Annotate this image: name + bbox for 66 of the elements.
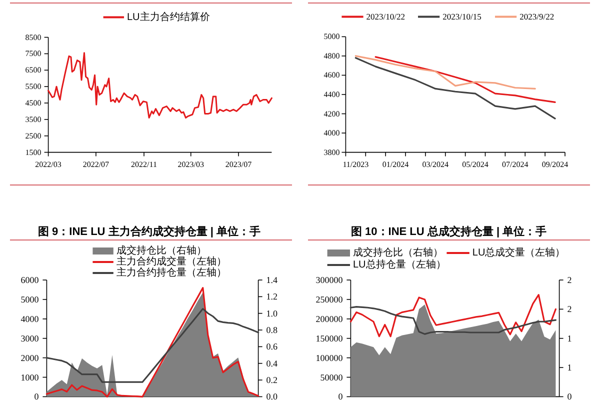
y-tick-label: 3000 — [20, 333, 40, 344]
legend-label: 2023/10/22 — [366, 12, 406, 22]
legend-label: LU总持仓量（左轴） — [353, 258, 446, 270]
x-tick-label: 2022/03 — [35, 160, 62, 169]
legend-label: LU总成交量（左轴） — [472, 246, 566, 258]
y-tick-label: 50000 — [320, 372, 344, 382]
chart-title: 图 9：INE LU 主力合约成交持仓量 | 单位：手 — [38, 225, 260, 238]
x-tick-label: 09/2024 — [542, 160, 568, 169]
y-tick-label: 5500 — [25, 82, 42, 92]
y-tick-label: 4600 — [324, 70, 340, 80]
y-tick-label: 0 — [338, 392, 344, 400]
x-tick-label: 2022/11 — [131, 160, 157, 169]
legend-label: 主力合约持仓量（左轴） — [116, 266, 226, 278]
y-tick-label: 3500 — [25, 114, 42, 124]
y-tick-label: 2500 — [25, 131, 42, 140]
y-tick-label: 150000 — [316, 333, 344, 344]
legend-label: 成交持仓比（右轴） — [353, 246, 443, 258]
legend: LU主力合约结算价 — [103, 12, 210, 23]
y-tick-label: 250000 — [316, 294, 344, 304]
y-tick-label: 3800 — [324, 148, 340, 157]
y2-tick-label: 0.2 — [266, 375, 278, 386]
y-tick-label: 300000 — [316, 275, 344, 285]
legend-label: 2023/10/15 — [442, 12, 482, 22]
y-tick-label: 4000 — [324, 128, 340, 138]
y2-tick-label: 1 — [567, 333, 572, 344]
y2-tick-label: 1.2 — [266, 292, 278, 302]
y2-tick-label: 0.6 — [266, 342, 278, 352]
x-tick-label: 05/2024 — [462, 160, 488, 169]
x-tick-label: 2023/03 — [178, 160, 204, 169]
y-tick-label: 5000 — [324, 32, 340, 42]
y-tick-label: 2000 — [20, 352, 40, 363]
chart-title: 图 10：INE LU 总成交持仓量 | 单位：手 — [351, 225, 547, 238]
y-tick-label: 4000 — [20, 314, 40, 324]
legend-label: 2023/9/22 — [520, 12, 554, 22]
y-tick-label: 5000 — [20, 294, 40, 304]
y-tick-label: 0 — [34, 392, 40, 400]
x-tick-label: 01/2024 — [382, 160, 409, 169]
y-tick-label: 4800 — [324, 51, 340, 60]
y-tick-label: 200000 — [316, 314, 344, 324]
x-tick-label: 07/2024 — [502, 160, 528, 169]
y-tick-label: 1000 — [20, 372, 40, 382]
x-tick-label: 03/2024 — [422, 160, 449, 169]
y2-tick-label: 1.4 — [266, 275, 278, 285]
legend-label: LU主力合约结算价 — [127, 10, 210, 23]
x-tick-label: 2023/07 — [225, 160, 252, 169]
y-tick-label: 8500 — [25, 32, 42, 42]
y-tick-label: 100000 — [316, 352, 344, 363]
x-tick-label: 11/2023 — [342, 160, 369, 169]
y2-tick-label: 1.0 — [266, 308, 278, 318]
y2-tick-label: 0 — [567, 392, 572, 400]
y-tick-label: 4500 — [25, 98, 42, 108]
y-tick-label: 4400 — [324, 90, 340, 99]
y-tick-label: 6000 — [20, 275, 40, 285]
y2-tick-label: 0.4 — [266, 358, 278, 368]
y-tick-label: 7500 — [25, 49, 42, 58]
y2-tick-label: 1 — [567, 362, 572, 373]
y2-tick-label: 0.8 — [266, 325, 278, 336]
y2-tick-label: 0.0 — [266, 392, 278, 400]
y-tick-label: 6500 — [25, 66, 42, 75]
y-tick-label: 4200 — [324, 109, 340, 118]
y2-tick-label: 2 — [567, 304, 572, 314]
legend-label: 主力合约成交量（左轴） — [116, 256, 226, 268]
y2-tick-label: 2 — [567, 275, 572, 285]
y-tick-label: 1500 — [25, 148, 42, 157]
x-tick-label: 2022/07 — [82, 160, 110, 169]
legend-label: 成交持仓比（右轴） — [116, 244, 206, 256]
